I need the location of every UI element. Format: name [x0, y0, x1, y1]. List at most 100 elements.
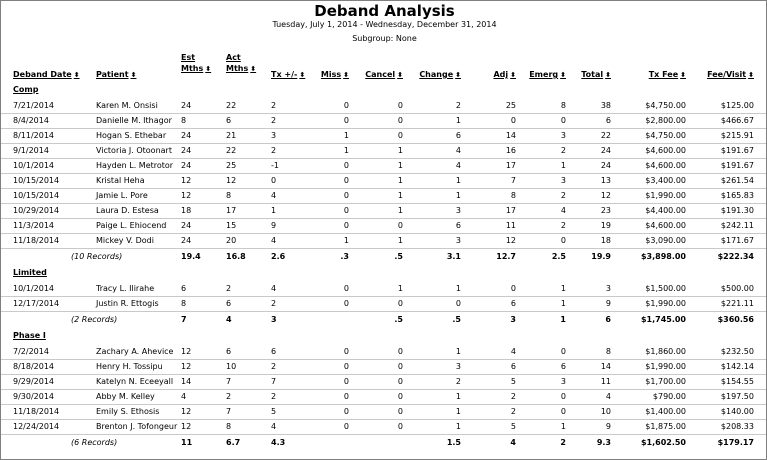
- cell-feevisit: $221.11: [720, 299, 754, 308]
- column-header-est[interactable]: Est Mths ⬍: [181, 52, 211, 75]
- cell-cancel: 1: [397, 191, 403, 200]
- cell-date: 10/15/2014: [13, 191, 60, 200]
- cell-txfee: $4,400.00: [645, 206, 686, 215]
- cell-emerg: 3: [560, 176, 566, 185]
- cell-cancel: 0: [397, 101, 403, 110]
- cell-emerg: 4: [560, 206, 566, 215]
- table-row[interactable]: 7/2/2014 Zachary A. Ahevice 12 6 6 0 0 1 4 0 8 $1,8…: [1, 344, 766, 360]
- cell-est: 12: [181, 422, 192, 431]
- column-header-total[interactable]: Total ⬍: [571, 69, 611, 81]
- group-total-row: (10 Records) 19.4 16.8 2.6 .3 .5 3.1 12.7 2.5 19.…: [1, 249, 766, 264]
- column-header-tx[interactable]: Tx +/- ⬍: [271, 69, 305, 81]
- table-row[interactable]: 10/15/2014 Kristal Heha 12 12 0 0 1 1 7 3 13 $3,400…: [1, 173, 766, 189]
- column-header-change[interactable]: Change ⬍: [411, 69, 461, 81]
- cell-txfee: $1,990.00: [645, 299, 686, 308]
- cell-est: 24: [181, 101, 192, 110]
- cell-cancel: 0: [397, 407, 403, 416]
- column-header-act[interactable]: Act Mths ⬍: [226, 52, 256, 75]
- total-total: 19.9: [591, 252, 611, 261]
- cell-feevisit: $165.83: [720, 191, 754, 200]
- cell-patient: Tracy L. Ilirahe: [96, 284, 155, 293]
- cell-date: 8/4/2014: [13, 116, 49, 125]
- total-total: 9.3: [596, 438, 611, 447]
- table-row[interactable]: 12/17/2014 Justin R. Ettogis 8 6 2 0 0 0 6 1 9 $1,9…: [1, 296, 766, 312]
- table-row[interactable]: 9/1/2014 Victoria J. Otoonart 24 22 2 1 1 4 16 2 2…: [1, 143, 766, 159]
- cell-est: 14: [181, 377, 192, 386]
- cell-txfee: $2,800.00: [645, 116, 686, 125]
- column-header-emerg-label: Emerg ⬍: [529, 70, 566, 79]
- table-row[interactable]: 10/1/2014 Tracy L. Ilirahe 6 2 4 0 1 1 0 1 3 $1,500…: [1, 281, 766, 297]
- table-row[interactable]: 8/11/2014 Hogan S. Ethebar 24 21 3 1 0 6 14 3 22 $4…: [1, 128, 766, 144]
- cell-adj: 14: [505, 131, 516, 140]
- column-header-patient[interactable]: Patient ⬍: [96, 69, 181, 81]
- cell-adj: 17: [505, 206, 516, 215]
- cell-total: 22: [600, 131, 611, 140]
- total-adj: 4: [510, 438, 516, 447]
- total-adj: 12.7: [496, 252, 516, 261]
- cell-patient: Katelyn N. Eceeyall: [96, 377, 174, 386]
- cell-adj: 17: [505, 161, 516, 170]
- total-emerg: 1: [560, 315, 566, 324]
- cell-tx: 4: [271, 236, 277, 245]
- column-header-date[interactable]: Deband Date ⬍: [13, 69, 93, 81]
- record-count: (2 Records): [71, 315, 118, 324]
- group-label: Comp: [13, 85, 39, 94]
- cell-date: 12/24/2014: [13, 422, 60, 431]
- total-total: 6: [605, 315, 611, 324]
- cell-total: 18: [600, 236, 611, 245]
- cell-total: 12: [600, 191, 611, 200]
- table-row[interactable]: 9/29/2014 Katelyn N. Eceeyall 14 7 7 0 0 2 5 3 11 $…: [1, 374, 766, 390]
- total-txfee: $1,745.00: [640, 315, 686, 324]
- cell-tx: 4: [271, 284, 277, 293]
- cell-patient: Hogan S. Ethebar: [96, 131, 167, 140]
- table-row[interactable]: 11/18/2014 Emily S. Ethosis 12 7 5 0 0 1 2 0 10 $1,…: [1, 404, 766, 420]
- cell-miss: 0: [343, 347, 349, 356]
- cell-cancel: 0: [397, 347, 403, 356]
- cell-miss: 0: [343, 284, 349, 293]
- cell-act: 20: [226, 236, 237, 245]
- column-header-cancel[interactable]: Cancel ⬍: [351, 69, 403, 81]
- cell-emerg: 2: [560, 221, 566, 230]
- cell-txfee: $3,400.00: [645, 176, 686, 185]
- table-row[interactable]: 10/29/2014 Laura D. Estesa 18 17 1 0 1 3 17 4 23 $4…: [1, 203, 766, 219]
- record-count: (6 Records): [71, 438, 118, 447]
- cell-tx: -1: [271, 161, 279, 170]
- cell-feevisit: $191.67: [720, 146, 754, 155]
- column-header-txfee[interactable]: Tx Fee ⬍: [616, 69, 686, 81]
- cell-total: 8: [605, 347, 611, 356]
- table-row[interactable]: 9/30/2014 Abby M. Kelley 4 2 2 0 0 1 2 0 4 $790.00 $…: [1, 389, 766, 405]
- cell-tx: 9: [271, 221, 277, 230]
- column-header-feevisit[interactable]: Fee/Visit ⬍: [691, 69, 754, 81]
- cell-feevisit: $142.14: [720, 362, 754, 371]
- column-header-patient-label: Patient ⬍: [96, 70, 137, 79]
- table-row[interactable]: 12/24/2014 Brenton J. Tofongeur 12 8 4 0 0 1 5 1 9…: [1, 419, 766, 435]
- cell-feevisit: $191.30: [720, 206, 754, 215]
- cell-emerg: 1: [560, 299, 566, 308]
- table-row[interactable]: 10/15/2014 Jamie L. Pore 12 8 4 0 1 1 8 2 12 $1,990…: [1, 188, 766, 204]
- cell-est: 12: [181, 191, 192, 200]
- table-row[interactable]: 11/18/2014 Mickey V. Dodi 24 20 4 1 1 3 12 0 18 $3,…: [1, 233, 766, 249]
- cell-feevisit: $215.91: [720, 131, 754, 140]
- cell-cancel: 1: [397, 236, 403, 245]
- table-row[interactable]: 11/3/2014 Paige L. Ehiocend 24 15 9 0 0 6 11 2 19 $…: [1, 218, 766, 234]
- table-row[interactable]: 8/4/2014 Danielle M. Ithagor 8 6 2 0 0 1 0 0 6 $2,8…: [1, 113, 766, 129]
- table-row[interactable]: 7/21/2014 Karen M. Onsisi 24 22 2 0 0 2 25 8 38 $4,…: [1, 98, 766, 114]
- cell-change: 0: [455, 299, 461, 308]
- cell-date: 10/29/2014: [13, 206, 60, 215]
- cell-act: 2: [226, 392, 232, 401]
- total-change: 3.1: [446, 252, 461, 261]
- table-row[interactable]: 10/1/2014 Hayden L. Metrotor 24 25 -1 0 1 4 17 1 2…: [1, 158, 766, 174]
- cell-miss: 0: [343, 116, 349, 125]
- column-header-adj[interactable]: Adj ⬍: [471, 69, 516, 81]
- column-header-emerg[interactable]: Emerg ⬍: [521, 69, 566, 81]
- cell-patient: Mickey V. Dodi: [96, 236, 154, 245]
- cell-date: 7/21/2014: [13, 101, 55, 110]
- total-est: 7: [181, 315, 187, 324]
- cell-patient: Brenton J. Tofongeur: [96, 422, 178, 431]
- total-txfee: $1,602.50: [640, 438, 686, 447]
- record-count: (10 Records): [71, 252, 123, 261]
- column-header-miss[interactable]: Miss ⬍: [301, 69, 349, 81]
- table-row[interactable]: 8/18/2014 Henry H. Tossipu 12 10 2 0 0 3 6 6 14 $1,…: [1, 359, 766, 375]
- total-est: 11: [181, 438, 193, 447]
- cell-change: 4: [455, 146, 461, 155]
